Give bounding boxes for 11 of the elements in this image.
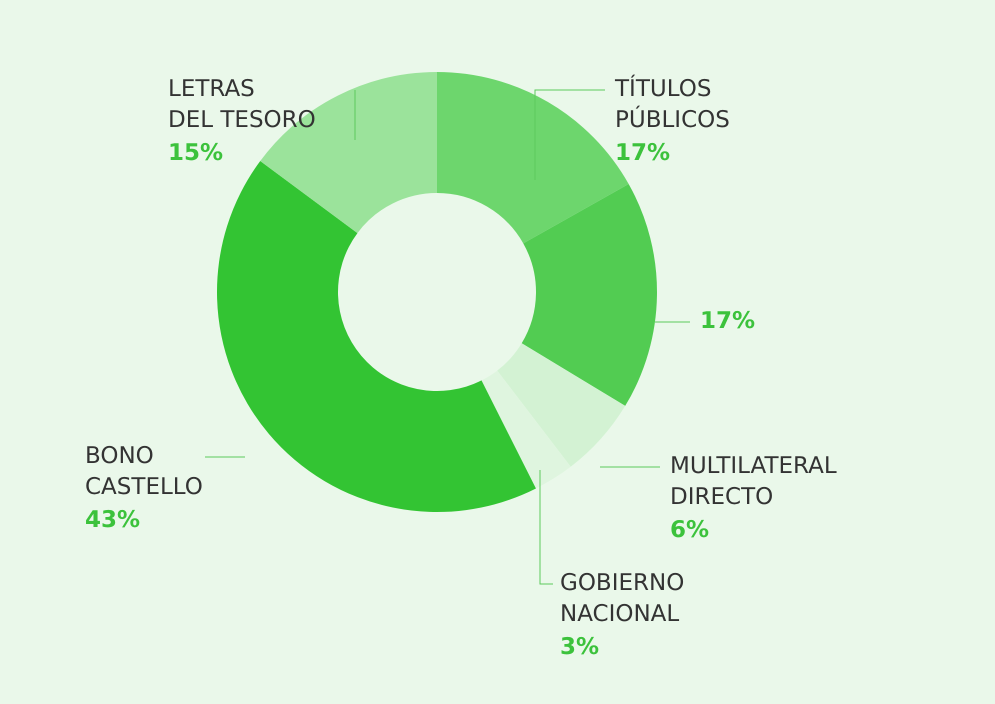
slice-label: MULTILATERAL DIRECTO (670, 452, 837, 510)
data-label: 17% (615, 140, 670, 166)
data-label: 17% (700, 308, 756, 334)
data-label: 3% (560, 634, 600, 660)
data-label: 15% (168, 140, 224, 166)
slice-label: GOBIERNO NACIONAL (560, 570, 684, 627)
slice-label: TÍTULOS PÚBLICOS (614, 74, 730, 133)
data-label: 43% (85, 506, 140, 533)
slice-label: BONO CASTELLO (85, 442, 203, 500)
data-label: 6% (670, 516, 710, 543)
slice-label: LETRAS DEL TESORO (168, 76, 316, 133)
